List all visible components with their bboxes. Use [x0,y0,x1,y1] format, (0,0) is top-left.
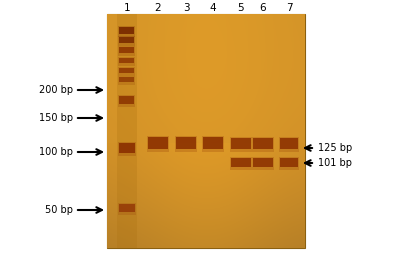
Bar [119,95,136,107]
Bar [119,143,135,153]
Bar [118,203,136,215]
Text: 3: 3 [183,3,189,13]
Text: 7: 7 [286,3,292,13]
Bar [203,137,223,149]
Bar [119,58,134,62]
Bar [119,27,134,34]
Bar [119,77,134,82]
Text: 2: 2 [155,3,161,13]
Bar [107,14,305,248]
Bar [252,136,274,151]
Text: 50 bp: 50 bp [45,205,73,215]
Bar [119,37,134,43]
Bar [231,138,251,149]
Text: 6: 6 [260,3,266,13]
Bar [119,46,136,56]
Bar [279,136,299,151]
Text: 150 bp: 150 bp [39,113,73,123]
Bar [280,157,298,166]
Text: 101 bp: 101 bp [318,158,352,168]
Text: 1: 1 [124,3,130,13]
Text: 5: 5 [238,3,244,13]
Bar [119,68,134,72]
Text: 200 bp: 200 bp [39,85,73,95]
Bar [231,157,251,166]
Bar [119,76,136,85]
Bar [147,136,169,152]
Bar [202,136,224,152]
Bar [148,137,168,149]
Bar [119,36,136,46]
Bar [119,96,134,104]
Bar [230,157,252,170]
Bar [175,136,197,152]
Bar [117,14,137,248]
Bar [252,157,274,170]
Bar [280,138,298,149]
Bar [119,204,135,212]
Bar [119,47,134,53]
Bar [107,14,305,143]
Text: 4: 4 [210,3,216,13]
Bar [176,137,196,149]
Bar [230,136,252,151]
Bar [279,157,299,170]
Bar [119,67,136,76]
Text: 100 bp: 100 bp [39,147,73,157]
Bar [119,26,136,36]
Bar [119,57,136,66]
Bar [253,138,273,149]
Bar [118,142,136,156]
Bar [253,157,273,166]
Text: 125 bp: 125 bp [318,143,352,153]
